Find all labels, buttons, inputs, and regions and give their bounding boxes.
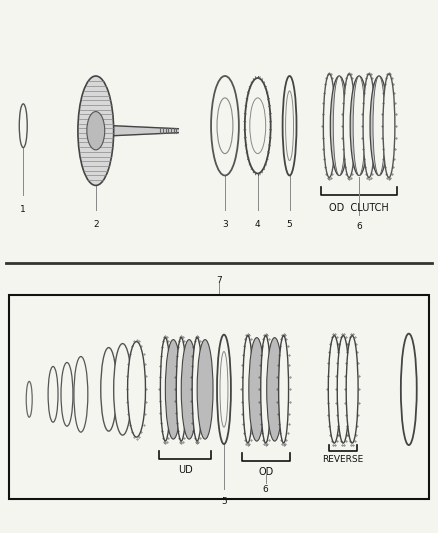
Ellipse shape xyxy=(192,337,202,441)
Ellipse shape xyxy=(370,76,388,175)
Text: OD: OD xyxy=(258,467,273,477)
Ellipse shape xyxy=(48,367,58,422)
Text: 5: 5 xyxy=(287,220,293,229)
Ellipse shape xyxy=(333,76,345,175)
Text: 3: 3 xyxy=(222,220,228,229)
Ellipse shape xyxy=(181,340,197,439)
Ellipse shape xyxy=(353,76,365,175)
Text: OD  CLUTCH: OD CLUTCH xyxy=(329,203,389,213)
Ellipse shape xyxy=(165,340,181,439)
Ellipse shape xyxy=(78,76,114,185)
Ellipse shape xyxy=(261,336,271,443)
Ellipse shape xyxy=(363,74,375,177)
Bar xyxy=(9,295,429,499)
Ellipse shape xyxy=(74,357,88,432)
Text: REVERSE: REVERSE xyxy=(322,455,364,464)
Ellipse shape xyxy=(283,76,297,175)
Ellipse shape xyxy=(127,342,145,437)
Text: 6: 6 xyxy=(356,222,362,231)
Ellipse shape xyxy=(160,337,170,441)
Ellipse shape xyxy=(19,104,27,148)
Ellipse shape xyxy=(249,337,265,441)
Ellipse shape xyxy=(401,334,417,445)
Ellipse shape xyxy=(279,336,289,443)
Ellipse shape xyxy=(211,76,239,175)
Ellipse shape xyxy=(350,76,368,175)
Ellipse shape xyxy=(323,74,335,177)
Text: 4: 4 xyxy=(255,220,261,229)
Ellipse shape xyxy=(26,382,32,417)
Ellipse shape xyxy=(101,348,117,431)
Ellipse shape xyxy=(250,98,266,154)
Ellipse shape xyxy=(267,337,283,441)
Text: 1: 1 xyxy=(21,205,26,214)
Ellipse shape xyxy=(197,340,213,439)
Ellipse shape xyxy=(87,111,105,150)
Ellipse shape xyxy=(114,344,131,435)
Ellipse shape xyxy=(337,336,349,443)
Text: 2: 2 xyxy=(93,220,99,229)
Ellipse shape xyxy=(243,336,253,443)
Ellipse shape xyxy=(286,91,293,160)
Ellipse shape xyxy=(176,337,186,441)
Polygon shape xyxy=(114,126,178,136)
Text: 7: 7 xyxy=(216,276,222,285)
Ellipse shape xyxy=(330,76,348,175)
Ellipse shape xyxy=(383,74,395,177)
Ellipse shape xyxy=(346,336,358,443)
Ellipse shape xyxy=(328,336,340,443)
Ellipse shape xyxy=(61,362,73,426)
Text: 5: 5 xyxy=(221,497,227,506)
Ellipse shape xyxy=(217,335,231,444)
Ellipse shape xyxy=(373,76,385,175)
Ellipse shape xyxy=(245,78,271,173)
Text: UD: UD xyxy=(178,465,193,475)
Ellipse shape xyxy=(343,74,355,177)
Text: 6: 6 xyxy=(263,485,268,494)
Ellipse shape xyxy=(220,352,228,427)
Ellipse shape xyxy=(217,98,233,154)
